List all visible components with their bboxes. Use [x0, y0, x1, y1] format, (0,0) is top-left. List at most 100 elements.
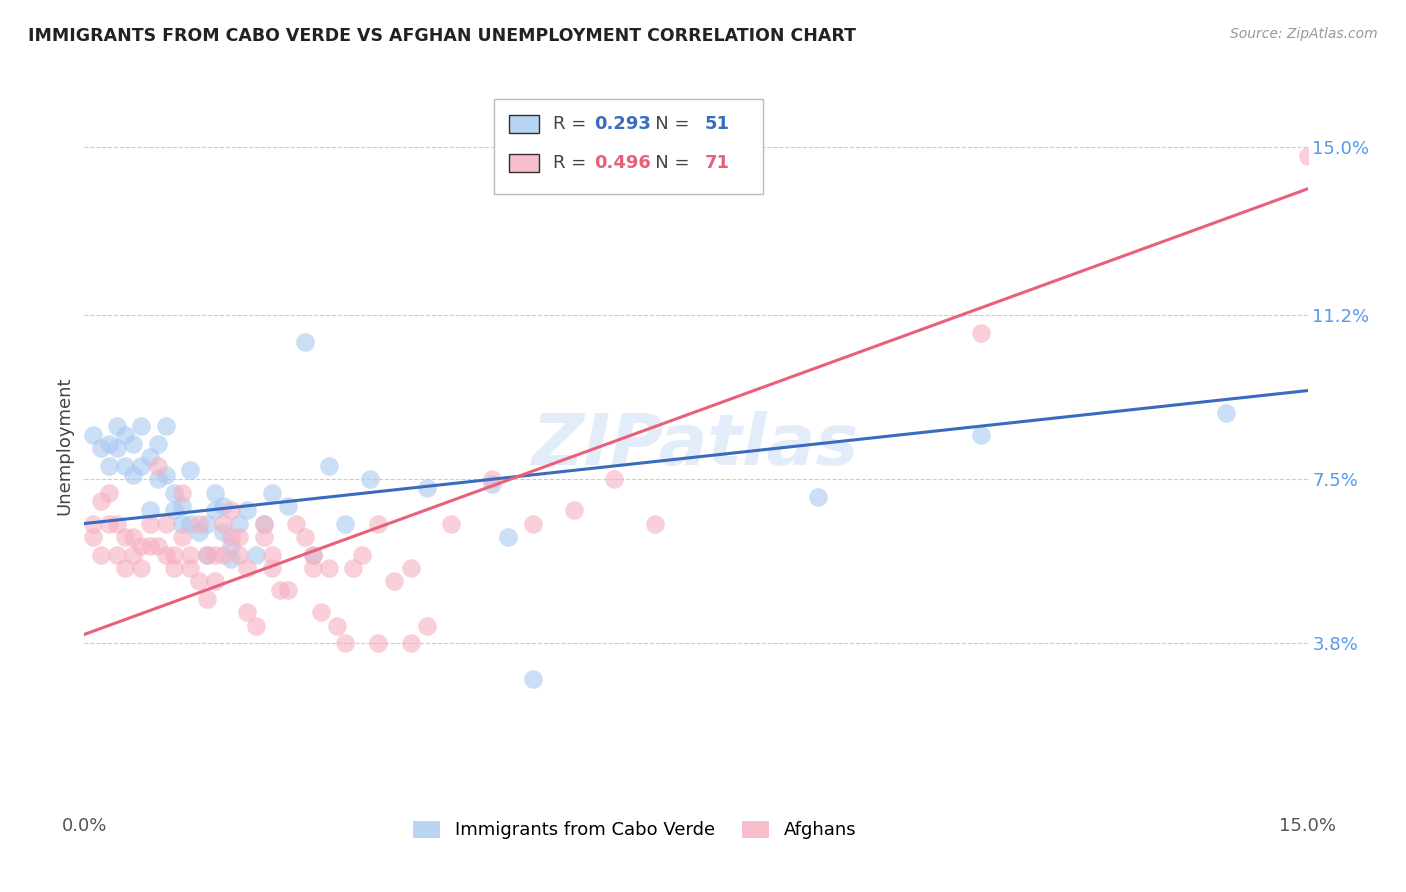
Point [122, 467, 145, 482]
Point [146, 458, 169, 473]
Text: 51: 51 [704, 115, 730, 133]
Point [294, 530, 316, 544]
Point [131, 539, 153, 553]
Point [498, 530, 520, 544]
Point [179, 548, 201, 562]
Point [187, 574, 209, 589]
FancyBboxPatch shape [509, 153, 540, 172]
Text: Source: ZipAtlas.com: Source: ZipAtlas.com [1230, 27, 1378, 41]
Point [212, 499, 235, 513]
Point [318, 458, 340, 473]
Point [416, 481, 439, 495]
Point [236, 561, 259, 575]
Point [603, 472, 626, 486]
Point [155, 516, 177, 531]
Point [522, 516, 544, 531]
Point [277, 499, 299, 513]
Point [122, 530, 145, 544]
Point [146, 472, 169, 486]
Point [326, 618, 349, 632]
Point [1296, 148, 1319, 162]
Point [187, 516, 209, 531]
Point [260, 485, 283, 500]
Point [195, 591, 218, 606]
Point [301, 548, 323, 562]
Point [172, 485, 194, 500]
Point [204, 485, 226, 500]
Point [269, 583, 291, 598]
Point [253, 516, 276, 531]
Point [90, 548, 112, 562]
Y-axis label: Unemployment: Unemployment [55, 376, 73, 516]
Text: 0.293: 0.293 [595, 115, 651, 133]
Point [440, 516, 463, 531]
Point [97, 516, 120, 531]
Point [481, 476, 503, 491]
Text: N =: N = [638, 154, 696, 172]
Point [318, 561, 340, 575]
Point [367, 516, 389, 531]
Point [114, 561, 136, 575]
Point [301, 548, 323, 562]
Point [82, 428, 104, 442]
Point [228, 516, 250, 531]
Point [219, 539, 242, 553]
Point [163, 503, 186, 517]
Point [138, 503, 160, 517]
Point [131, 419, 153, 434]
FancyBboxPatch shape [509, 115, 540, 133]
Point [245, 548, 267, 562]
Point [236, 605, 259, 619]
Point [138, 516, 160, 531]
Point [105, 548, 128, 562]
Point [253, 530, 276, 544]
Point [219, 503, 242, 517]
Point [114, 428, 136, 442]
Point [146, 539, 169, 553]
Text: 71: 71 [704, 154, 730, 172]
Point [97, 485, 120, 500]
FancyBboxPatch shape [494, 99, 763, 194]
Text: ZIPatlas: ZIPatlas [533, 411, 859, 481]
Point [970, 326, 993, 340]
Point [82, 530, 104, 544]
Point [155, 467, 177, 482]
Point [335, 636, 357, 650]
Point [138, 450, 160, 464]
Point [131, 458, 153, 473]
Legend: Immigrants from Cabo Verde, Afghans: Immigrants from Cabo Verde, Afghans [406, 814, 863, 847]
Point [228, 530, 250, 544]
Point [163, 548, 186, 562]
Point [179, 463, 201, 477]
Point [481, 472, 503, 486]
Point [155, 548, 177, 562]
Point [260, 561, 283, 575]
Point [82, 516, 104, 531]
Text: N =: N = [638, 115, 696, 133]
Point [245, 618, 267, 632]
Point [1215, 406, 1237, 420]
Point [399, 636, 422, 650]
Point [367, 636, 389, 650]
Point [309, 605, 332, 619]
Point [970, 428, 993, 442]
Point [172, 499, 194, 513]
Point [105, 516, 128, 531]
Point [195, 548, 218, 562]
Point [163, 561, 186, 575]
Point [138, 539, 160, 553]
Point [350, 548, 373, 562]
Point [253, 516, 276, 531]
Point [187, 525, 209, 540]
Point [219, 552, 242, 566]
Point [228, 548, 250, 562]
Point [277, 583, 299, 598]
Text: IMMIGRANTS FROM CABO VERDE VS AFGHAN UNEMPLOYMENT CORRELATION CHART: IMMIGRANTS FROM CABO VERDE VS AFGHAN UNE… [28, 27, 856, 45]
Point [522, 672, 544, 686]
Point [204, 548, 226, 562]
Point [562, 503, 585, 517]
Point [163, 485, 186, 500]
Point [122, 548, 145, 562]
Point [204, 574, 226, 589]
Point [122, 437, 145, 451]
